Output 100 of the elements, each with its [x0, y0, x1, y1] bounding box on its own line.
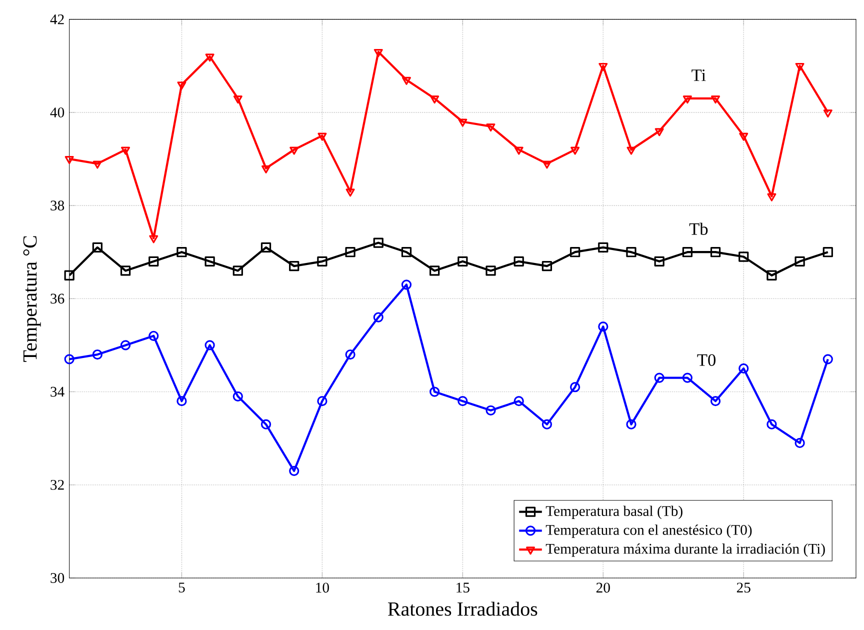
point	[262, 165, 270, 174]
point	[766, 270, 777, 280]
point	[120, 340, 131, 350]
point	[232, 266, 243, 276]
point	[458, 396, 468, 406]
point	[177, 82, 186, 90]
point	[458, 118, 468, 127]
point	[822, 247, 833, 258]
point	[823, 110, 832, 118]
point	[598, 242, 608, 253]
point	[205, 54, 214, 62]
point	[402, 76, 411, 85]
x-tick-label: 20	[596, 582, 610, 593]
point	[626, 419, 636, 430]
y-axis-title: Temperatura °C	[23, 236, 41, 362]
point	[430, 386, 440, 397]
point	[317, 396, 328, 406]
legend-label: Temperatura con el anestésico (T0)	[546, 524, 752, 538]
point	[711, 96, 720, 104]
point	[542, 419, 552, 430]
y-tick-label: 34	[50, 386, 64, 397]
point	[64, 354, 74, 364]
point	[626, 146, 636, 155]
point	[345, 247, 356, 258]
point	[598, 62, 608, 71]
point	[233, 96, 242, 104]
point	[794, 438, 805, 448]
point	[766, 419, 777, 430]
point	[176, 396, 187, 406]
point	[570, 382, 580, 392]
y-tick-label: 40	[50, 107, 64, 118]
point	[92, 242, 102, 253]
point	[458, 256, 468, 266]
point	[64, 156, 74, 164]
point	[739, 132, 748, 141]
point	[373, 312, 384, 322]
point	[682, 372, 692, 383]
y-tick-label: 32	[50, 480, 64, 490]
point	[148, 256, 159, 266]
y-tick-label: 36	[50, 294, 64, 304]
point	[570, 247, 580, 258]
point	[148, 330, 159, 341]
point	[486, 266, 496, 276]
point	[317, 256, 328, 266]
point	[346, 188, 355, 197]
point	[486, 123, 496, 132]
point	[149, 235, 158, 244]
point	[374, 48, 383, 57]
y-tick-label: 42	[50, 14, 64, 24]
point	[289, 466, 300, 476]
point	[204, 256, 215, 266]
point	[204, 340, 215, 350]
point	[626, 247, 636, 258]
point	[654, 256, 664, 266]
legend-label: Temperatura máxima durante la irradiación (Ti)	[546, 543, 825, 557]
point	[542, 160, 552, 169]
point	[710, 396, 721, 406]
point	[682, 96, 692, 104]
x-tick-label: 25	[736, 582, 750, 593]
point	[318, 132, 327, 141]
point	[345, 349, 356, 360]
point	[514, 146, 524, 155]
point	[289, 260, 300, 272]
point	[654, 372, 664, 383]
point	[738, 363, 749, 374]
annotation: T0	[697, 354, 716, 366]
point	[176, 247, 187, 258]
point	[92, 349, 102, 360]
point	[486, 405, 496, 416]
point	[654, 128, 664, 136]
point	[795, 62, 804, 71]
point	[401, 280, 412, 290]
point	[514, 256, 524, 266]
x-tick-label: 15	[456, 582, 470, 593]
legend-label: Temperatura basal (Tb)	[546, 506, 682, 520]
y-tick-label: 38	[50, 200, 64, 210]
point	[260, 242, 272, 253]
y-tick-label: 30	[50, 573, 64, 583]
point	[64, 270, 74, 280]
annotation: Ti	[692, 69, 706, 81]
point	[682, 247, 692, 258]
point	[822, 354, 833, 364]
point	[570, 146, 580, 155]
point	[738, 252, 749, 262]
point	[514, 396, 524, 406]
point	[598, 322, 608, 332]
point	[373, 238, 384, 248]
annotation: Tb	[689, 222, 708, 235]
point	[290, 146, 299, 155]
x-axis-title: Ratones Irradiados	[388, 602, 538, 616]
point	[542, 260, 552, 272]
point	[794, 256, 805, 266]
point	[260, 419, 272, 430]
point	[92, 160, 102, 169]
point	[767, 193, 776, 202]
point	[710, 247, 721, 258]
point	[232, 391, 243, 402]
x-tick-label: 10	[316, 582, 329, 593]
point	[430, 266, 440, 276]
x-tick-label: 5	[178, 582, 185, 592]
